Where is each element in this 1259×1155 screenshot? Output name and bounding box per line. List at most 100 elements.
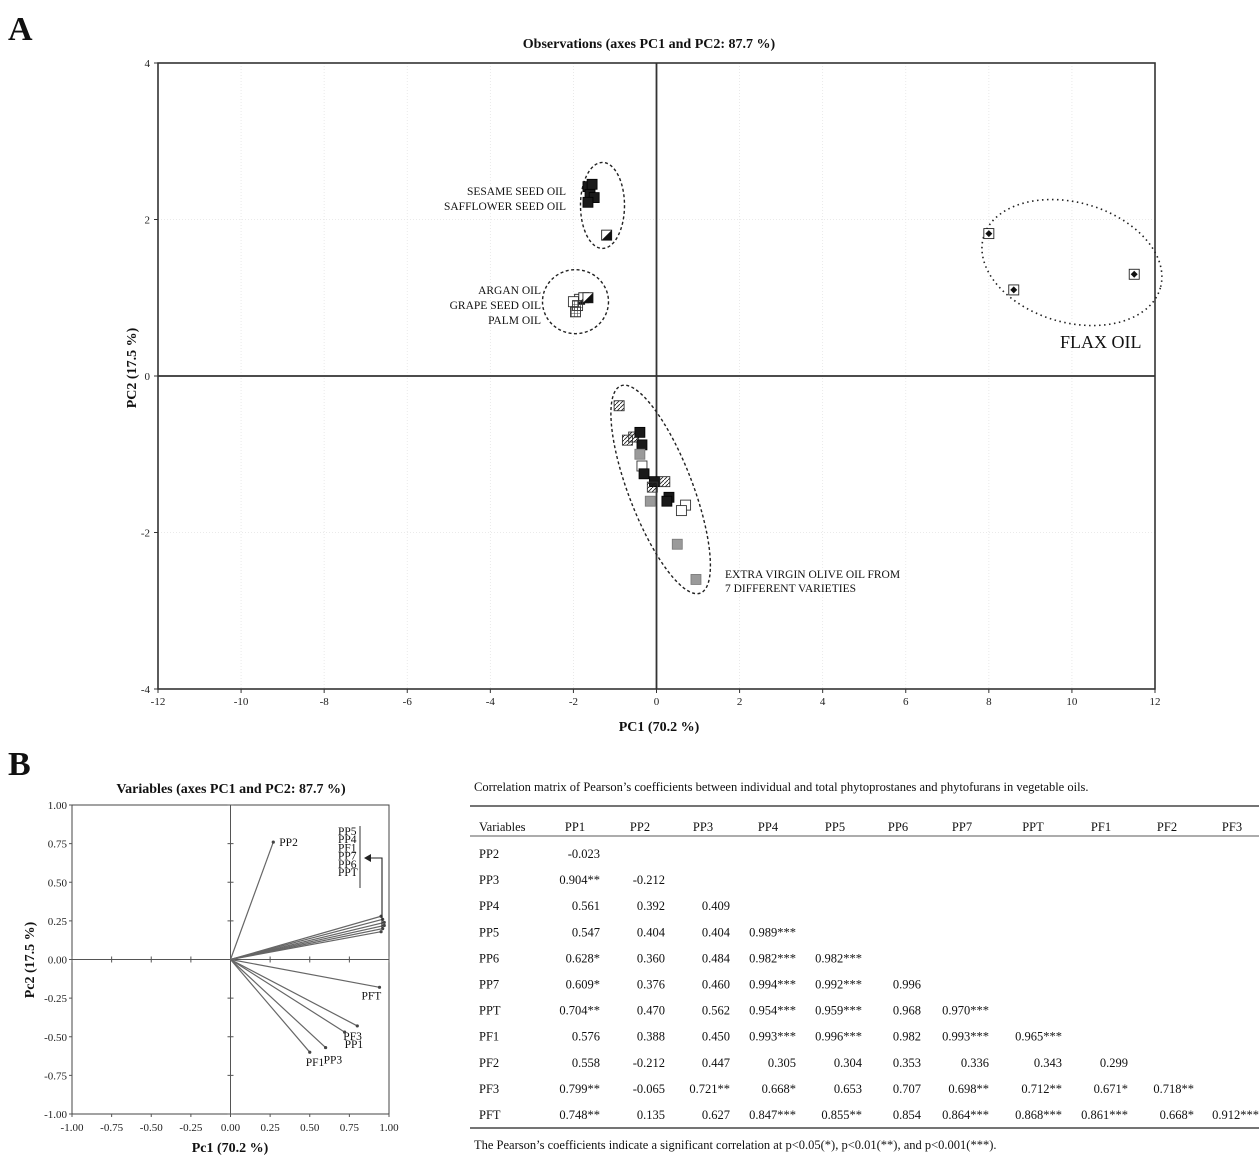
table-cell: -0.212 bbox=[633, 1056, 665, 1070]
table-cell: 0.547 bbox=[572, 925, 600, 939]
table-row: PP6 0.628* 0.360 0.484 0.982*** 0.982*** bbox=[479, 951, 862, 965]
table-row-header: PP3 bbox=[479, 873, 499, 887]
table-cell: 0.628* bbox=[566, 951, 600, 965]
table-cell: 0.868*** bbox=[1015, 1108, 1062, 1122]
x-tick-label: 0.75 bbox=[340, 1122, 360, 1134]
marker-gray bbox=[690, 574, 702, 585]
table-cell: 0.959*** bbox=[815, 1004, 862, 1018]
y-tick-label: 0.25 bbox=[48, 916, 68, 928]
chart-b-y-axis-label: Pc2 (17.5 %) bbox=[23, 921, 38, 998]
marker-black bbox=[638, 468, 650, 480]
group-ellipse bbox=[579, 161, 626, 250]
vector-label: PF1 bbox=[306, 1057, 325, 1069]
vector-tip bbox=[308, 1050, 312, 1054]
label-olive-oil-line1: EXTRA VIRGIN OLIVE OIL FROM bbox=[725, 569, 900, 581]
marker-grid bbox=[570, 306, 581, 318]
x-tick-label: 2 bbox=[737, 696, 743, 708]
table-cell: 0.855** bbox=[821, 1108, 862, 1122]
x-tick-label: -8 bbox=[320, 696, 330, 708]
data-point bbox=[671, 538, 683, 550]
chart-a-title: Observations (axes PC1 and PC2: 87.7 %) bbox=[523, 37, 776, 52]
chart-a-x-axis-label: PC1 (70.2 %) bbox=[619, 720, 700, 735]
table-column-header: PP7 bbox=[952, 820, 972, 834]
y-tick-label: 1.00 bbox=[48, 800, 68, 812]
table-cell: 0.299 bbox=[1100, 1056, 1128, 1070]
y-tick-label: 0 bbox=[145, 371, 151, 383]
table-column-header: PP5 bbox=[825, 820, 845, 834]
marker-diamond-fill bbox=[1130, 270, 1138, 278]
table-cell: 0.627 bbox=[702, 1108, 730, 1122]
table-column-header: PP1 bbox=[565, 820, 585, 834]
table-cell: 0.336 bbox=[961, 1056, 989, 1070]
stacked-label: PP4 bbox=[338, 834, 357, 846]
chart-a-group-ellipses bbox=[541, 161, 1163, 595]
marker-gray bbox=[644, 495, 656, 507]
table-cell: 0.668* bbox=[1160, 1108, 1194, 1122]
table-cell: 0.912*** bbox=[1212, 1108, 1259, 1122]
y-tick-label: 2 bbox=[145, 215, 151, 227]
data-point bbox=[661, 495, 673, 507]
table-row-header: PP7 bbox=[479, 978, 499, 992]
x-tick-label: -4 bbox=[486, 696, 496, 708]
y-tick-label: -1.00 bbox=[44, 1109, 67, 1121]
x-tick-label: -0.75 bbox=[100, 1122, 123, 1134]
loading-vector bbox=[230, 931, 382, 961]
marker-hatch bbox=[646, 481, 658, 493]
table-row-header: PFT bbox=[479, 1108, 501, 1122]
table-column-header: PF3 bbox=[1222, 820, 1242, 834]
table-row-header: PF1 bbox=[479, 1030, 499, 1044]
x-tick-label: 0.50 bbox=[300, 1122, 320, 1134]
x-tick-label: -10 bbox=[234, 696, 249, 708]
vector-tip bbox=[382, 923, 386, 928]
x-tick-label: 12 bbox=[1150, 696, 1161, 708]
data-point bbox=[582, 292, 594, 304]
data-point bbox=[646, 481, 658, 493]
table-cell: 0.982*** bbox=[749, 951, 796, 965]
loading-vector bbox=[230, 958, 358, 1027]
y-tick-label: 0.00 bbox=[48, 955, 68, 967]
data-point bbox=[601, 229, 613, 241]
marker-gray bbox=[634, 448, 646, 460]
y-tick-label: -0.50 bbox=[44, 1032, 67, 1044]
table-cell: 0.748** bbox=[559, 1108, 600, 1122]
table-cell: 0.484 bbox=[702, 951, 731, 965]
y-tick-label: -4 bbox=[141, 684, 151, 696]
table-cell: 0.721** bbox=[689, 1082, 730, 1096]
stacked-label: PF1 bbox=[338, 842, 357, 854]
table-cell: 0.576 bbox=[572, 1030, 600, 1044]
table-cell: 0.707 bbox=[893, 1082, 921, 1096]
table-cell: 0.954*** bbox=[749, 1004, 796, 1018]
table-cell: 0.992*** bbox=[815, 978, 862, 992]
marker-hatch bbox=[613, 400, 625, 412]
stack-arrow-head bbox=[364, 854, 371, 862]
data-point bbox=[644, 495, 656, 507]
table-cell: 0.970*** bbox=[942, 1004, 989, 1018]
table-body: PP2 -0.023 PP3 0.904** -0.212 PP4 0.561 0.392 0.… bbox=[479, 847, 1259, 1122]
table-cell: -0.065 bbox=[633, 1082, 665, 1096]
x-tick-label: 6 bbox=[903, 696, 909, 708]
marker-open bbox=[675, 505, 687, 517]
label-grape-seed-oil: GRAPE SEED OIL bbox=[450, 300, 541, 312]
table-cell: 0.135 bbox=[637, 1108, 665, 1122]
label-palm-oil: PALM OIL bbox=[488, 315, 541, 327]
table-cell: 0.304 bbox=[834, 1056, 863, 1070]
table-cell: 0.409 bbox=[702, 899, 730, 913]
chart-b-ticks: -1.00 -0.75 -0.50 -0.25 0.00 0.25 0.50 0.75 1.00… bbox=[44, 800, 399, 1134]
y-tick-label: -0.25 bbox=[44, 993, 67, 1005]
label-flax-oil: FLAX OIL bbox=[1060, 332, 1142, 352]
panel-a-letter: A bbox=[8, 11, 33, 48]
data-point bbox=[983, 228, 995, 240]
table-cell: 0.968 bbox=[893, 1004, 921, 1018]
data-point bbox=[659, 476, 671, 488]
y-tick-label: -2 bbox=[141, 528, 150, 540]
data-point bbox=[636, 439, 648, 451]
table-header: Variables PP1 PP2 PP3 PP4 PP5 PP6 PP7 PPT PF1 PF2 P… bbox=[479, 820, 1242, 834]
table-cell: 0.450 bbox=[702, 1030, 730, 1044]
data-point bbox=[1128, 268, 1140, 280]
table-cell: 0.404 bbox=[702, 925, 731, 939]
vector-label: PP2 bbox=[279, 837, 298, 849]
x-tick-label: -0.50 bbox=[140, 1122, 163, 1134]
